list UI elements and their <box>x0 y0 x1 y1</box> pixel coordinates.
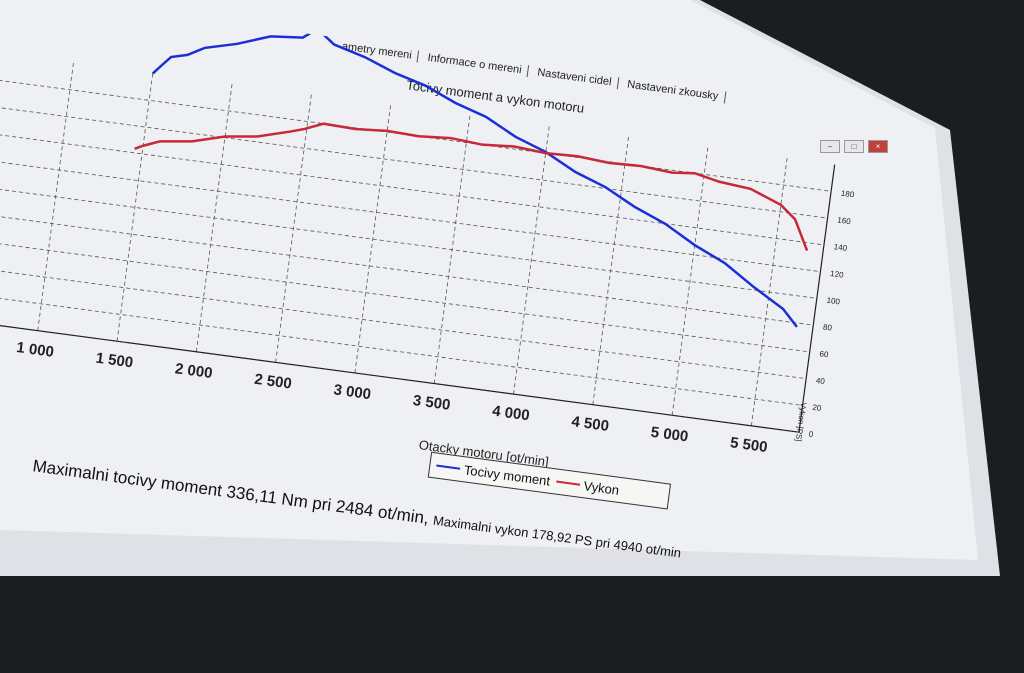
y-tick-label: 100 <box>826 296 841 307</box>
x-tick-label: 2 000 <box>174 360 213 382</box>
grid-line-y <box>0 106 828 219</box>
x-tick-label: 1 500 <box>95 350 134 372</box>
legend-label-power: Vykon <box>582 477 621 498</box>
grid-line-y <box>0 160 821 273</box>
y-tick-label: 0 <box>808 430 814 440</box>
y-axis-line <box>798 164 836 433</box>
grid-line-y <box>0 133 825 246</box>
chart-grid <box>0 62 832 433</box>
x-tick-label: 1 000 <box>15 339 54 361</box>
y-tick-label: 20 <box>812 403 823 413</box>
x-tick-label: 4 000 <box>491 403 530 425</box>
grid-line-y <box>0 213 814 326</box>
grid-line-y <box>0 267 807 380</box>
y-tick-label: 140 <box>833 242 848 253</box>
close-icon[interactable]: × <box>868 140 888 153</box>
series-line-power <box>134 122 809 252</box>
x-tick-label: 5 500 <box>729 434 768 456</box>
grid-line-y <box>0 240 810 353</box>
grid-line-y <box>0 293 803 406</box>
x-tick-label: 3 000 <box>333 381 372 403</box>
x-axis-ticks: 1 000 1 500 2 000 2 500 3 000 3 500 4 000 4 500… <box>15 339 768 456</box>
grid-line-x <box>116 73 154 342</box>
grid-line-x <box>354 105 392 373</box>
series-line-torque <box>151 27 798 328</box>
screen-content: ametry mereni Informace o mereni Nastave… <box>0 27 855 561</box>
y-tick-label: 80 <box>823 323 834 333</box>
grid-line-x <box>513 126 550 395</box>
legend-swatch-power <box>555 480 580 486</box>
y-tick-label: 60 <box>819 349 830 359</box>
chart-plot: 1 000 1 500 2 000 2 500 3 000 3 500 4 000 4 500… <box>0 27 855 456</box>
x-tick-label: 2 500 <box>253 371 292 393</box>
x-axis-line <box>0 320 800 433</box>
monitor-bezel <box>0 0 1000 576</box>
x-tick-label: 3 500 <box>412 392 451 414</box>
legend-swatch-torque <box>436 464 461 470</box>
grid-line-y <box>0 320 800 433</box>
window-controls: – □ × <box>820 140 888 153</box>
y-tick-label: 120 <box>830 269 845 280</box>
x-tick-label: 5 000 <box>650 424 689 446</box>
grid-line-y <box>0 186 817 299</box>
grid-line-x <box>671 147 709 416</box>
y-tick-label: 40 <box>815 376 826 386</box>
maximize-icon[interactable]: □ <box>844 140 864 153</box>
y-axis-ticks: 0 20 40 60 80 100 120 140 160 180 <box>808 189 855 440</box>
x-tick-label: 4 500 <box>570 413 609 435</box>
minimize-icon[interactable]: – <box>820 140 840 153</box>
y-tick-label: 180 <box>840 189 855 200</box>
y-tick-label: 160 <box>837 215 852 226</box>
